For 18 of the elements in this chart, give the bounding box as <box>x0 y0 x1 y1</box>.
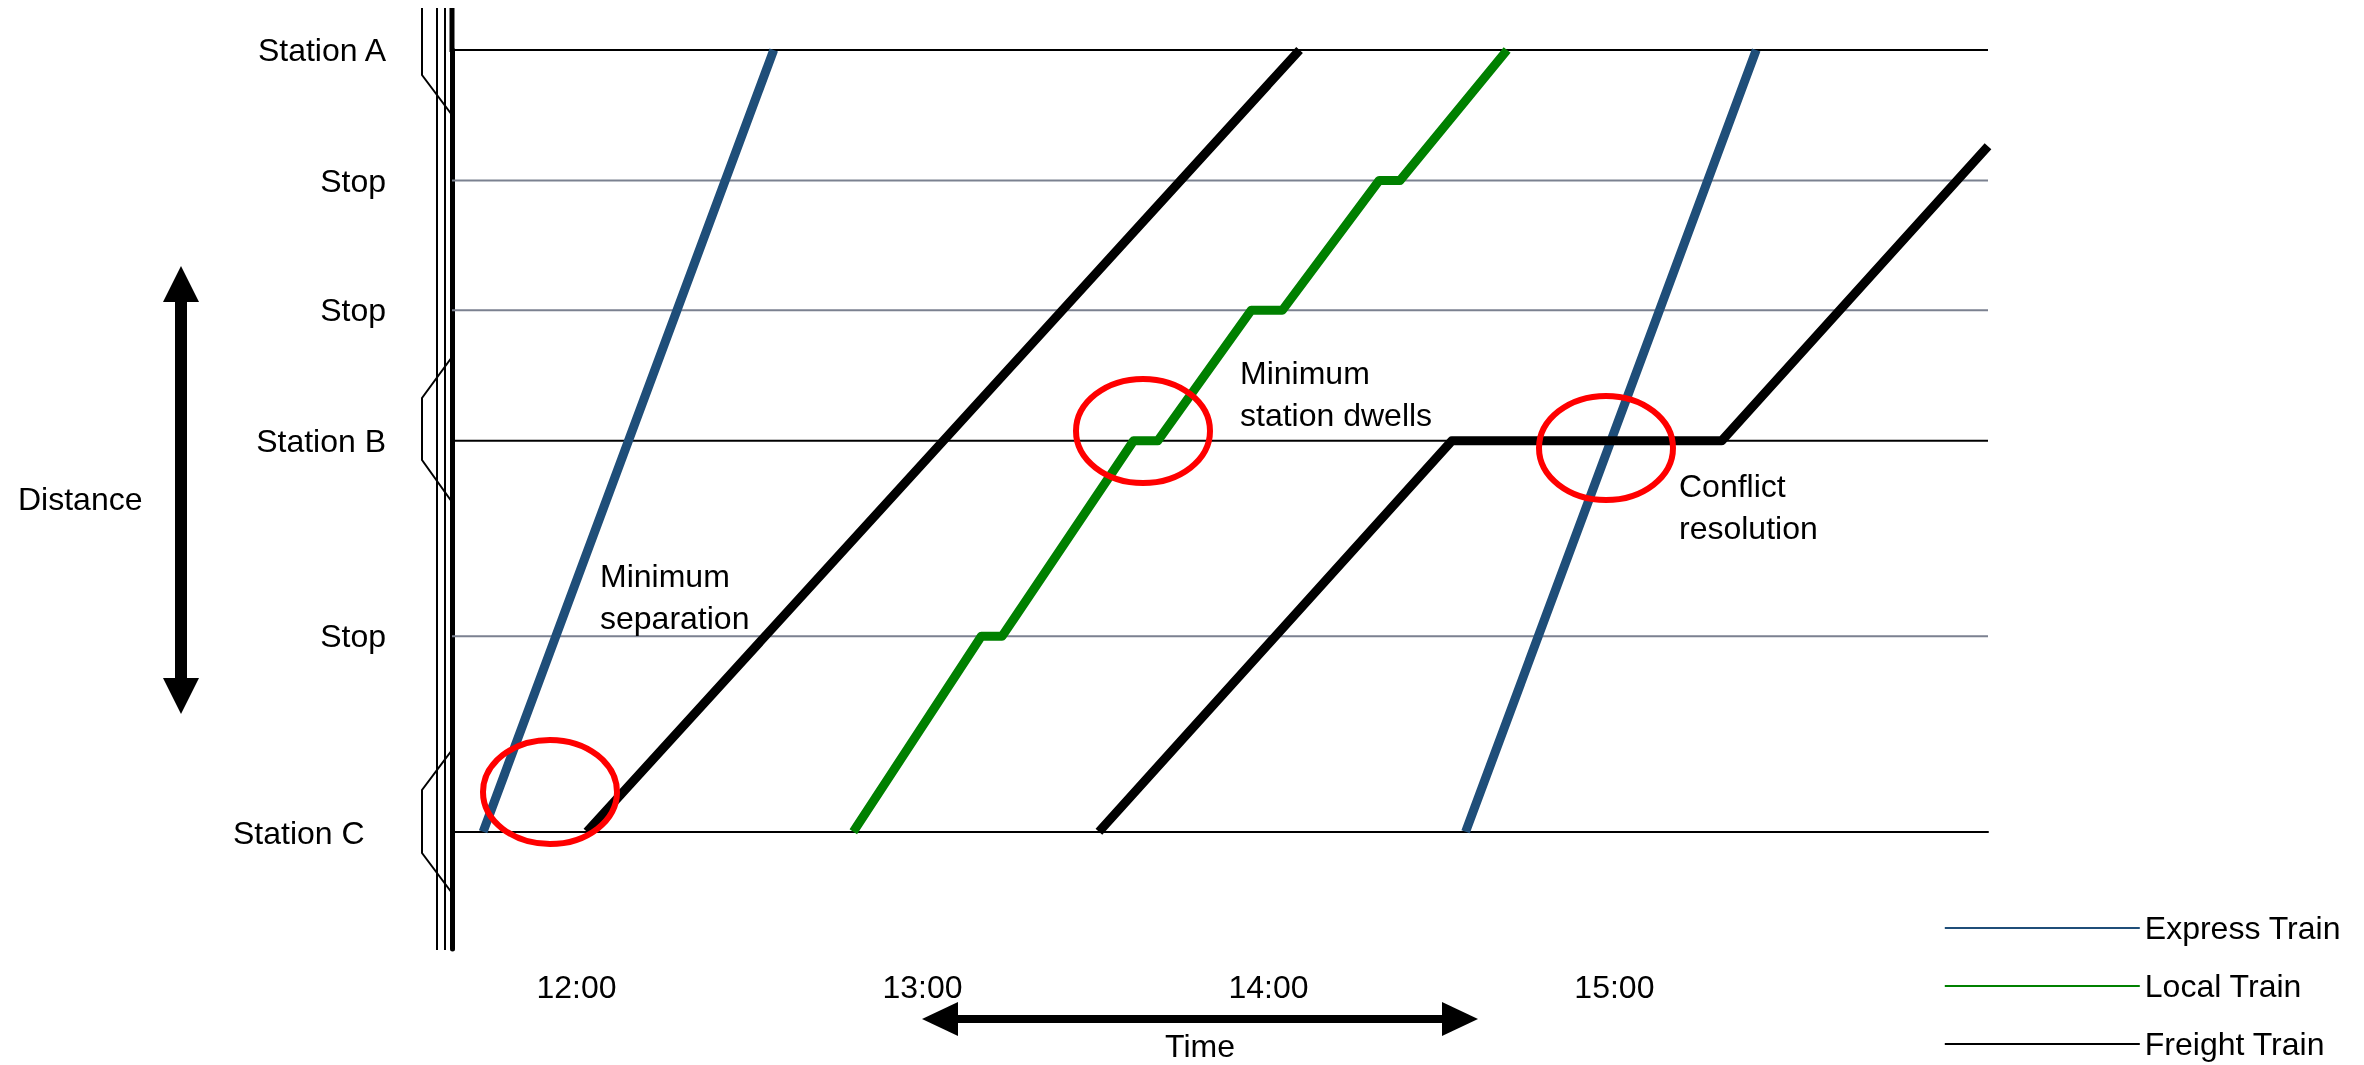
x-axis-title: Time <box>1164 1028 1236 1065</box>
x-tick-label: 14:00 <box>1228 969 1309 1005</box>
ref-line-label: Stop <box>320 618 386 655</box>
x-tick-label: 15:00 <box>1574 969 1655 1005</box>
text: Freight Train <box>2144 1026 2325 1062</box>
x-tick-label: 12:00 <box>536 969 617 1005</box>
x-tick-label: 13:00 <box>882 969 963 1005</box>
text: Local Train <box>2144 968 2302 1004</box>
ref-line-label: Station B <box>256 422 386 459</box>
text: Station C <box>233 814 366 853</box>
annotation: Minimum separation <box>600 557 751 638</box>
ref-line-label: Station A <box>257 32 387 68</box>
ref-line-label: Stop <box>320 162 386 199</box>
text: Express Train <box>2144 910 2341 946</box>
annotation: Conflict resolution <box>1679 467 1819 548</box>
text: Distance <box>18 480 144 519</box>
ref-line-label: Stop <box>320 292 386 329</box>
annotation: Minimum station dwells <box>1240 354 1434 435</box>
